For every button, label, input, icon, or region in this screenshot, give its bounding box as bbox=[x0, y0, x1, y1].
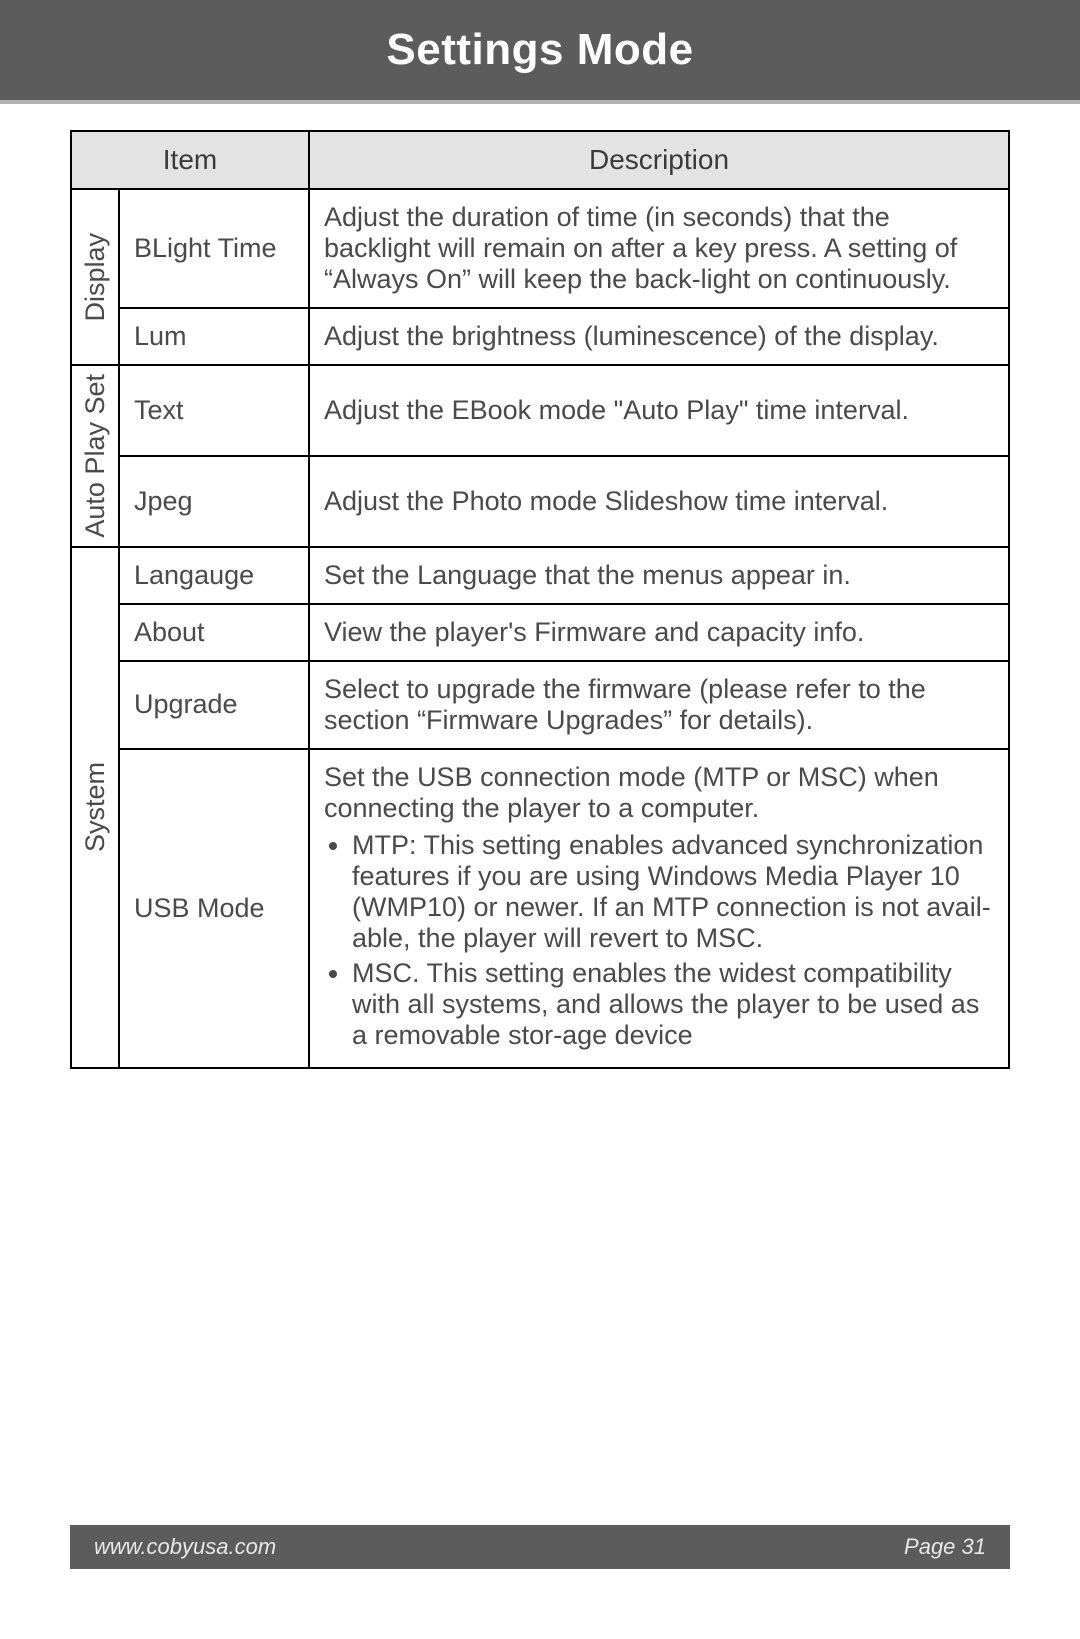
table-row: Jpeg Adjust the Photo mode Slideshow tim… bbox=[71, 456, 1009, 547]
header-bar: Settings Mode bbox=[0, 0, 1080, 104]
col-header-description: Description bbox=[309, 131, 1009, 189]
group-label: Auto Play Set bbox=[80, 374, 111, 538]
footer-url: www.cobyusa.com bbox=[94, 1534, 276, 1560]
description-cell: Set the Language that the menus appear i… bbox=[309, 547, 1009, 604]
document-page: Settings Mode Item Description Display bbox=[0, 0, 1080, 1639]
table-header-row: Item Description bbox=[71, 131, 1009, 189]
description-cell: Select to upgrade the firmware (please r… bbox=[309, 661, 1009, 749]
description-cell: Adjust the Photo mode Slideshow time int… bbox=[309, 456, 1009, 547]
description-cell: Adjust the EBook mode "Auto Play" time i… bbox=[309, 365, 1009, 456]
table-row: Auto Play Set Text Adjust the EBook mode… bbox=[71, 365, 1009, 456]
item-cell: USB Mode bbox=[119, 749, 309, 1068]
item-cell: Langauge bbox=[119, 547, 309, 604]
table-row: Upgrade Select to upgrade the firmware (… bbox=[71, 661, 1009, 749]
group-label: System bbox=[80, 762, 111, 852]
item-cell: Upgrade bbox=[119, 661, 309, 749]
item-cell: Jpeg bbox=[119, 456, 309, 547]
description-cell: View the player's Firmware and capacity … bbox=[309, 604, 1009, 661]
footer-page-number: Page 31 bbox=[904, 1534, 986, 1560]
settings-table: Item Description Display BLight Time Adj… bbox=[70, 130, 1010, 1069]
usb-mode-bullet: MSC. This setting enables the widest com… bbox=[352, 958, 994, 1051]
group-label-cell: System bbox=[71, 547, 119, 1068]
table-row: Lum Adjust the brightness (luminescence)… bbox=[71, 308, 1009, 365]
item-cell: About bbox=[119, 604, 309, 661]
group-label: Display bbox=[80, 233, 111, 322]
item-cell: BLight Time bbox=[119, 189, 309, 308]
usb-mode-bullets: MTP: This setting enables advanced synch… bbox=[324, 830, 994, 1051]
description-cell: Adjust the duration of time (in seconds)… bbox=[309, 189, 1009, 308]
item-cell: Text bbox=[119, 365, 309, 456]
col-header-item: Item bbox=[71, 131, 309, 189]
description-cell: Set the USB connection mode (MTP or MSC)… bbox=[309, 749, 1009, 1068]
usb-mode-intro: Set the USB connection mode (MTP or MSC)… bbox=[324, 762, 939, 823]
group-label-cell: Display bbox=[71, 189, 119, 365]
table-row: Display BLight Time Adjust the duration … bbox=[71, 189, 1009, 308]
description-cell: Adjust the brightness (luminescence) of … bbox=[309, 308, 1009, 365]
table-row: About View the player's Firmware and cap… bbox=[71, 604, 1009, 661]
usb-mode-bullet: MTP: This setting enables advanced synch… bbox=[352, 830, 994, 954]
group-label-cell: Auto Play Set bbox=[71, 365, 119, 547]
table-row: System Langauge Set the Language that th… bbox=[71, 547, 1009, 604]
item-cell: Lum bbox=[119, 308, 309, 365]
footer-bar: www.cobyusa.com Page 31 bbox=[70, 1525, 1010, 1569]
page-title: Settings Mode bbox=[386, 25, 693, 75]
table-row: USB Mode Set the USB connection mode (MT… bbox=[71, 749, 1009, 1068]
settings-table-wrap: Item Description Display BLight Time Adj… bbox=[0, 104, 1080, 1069]
